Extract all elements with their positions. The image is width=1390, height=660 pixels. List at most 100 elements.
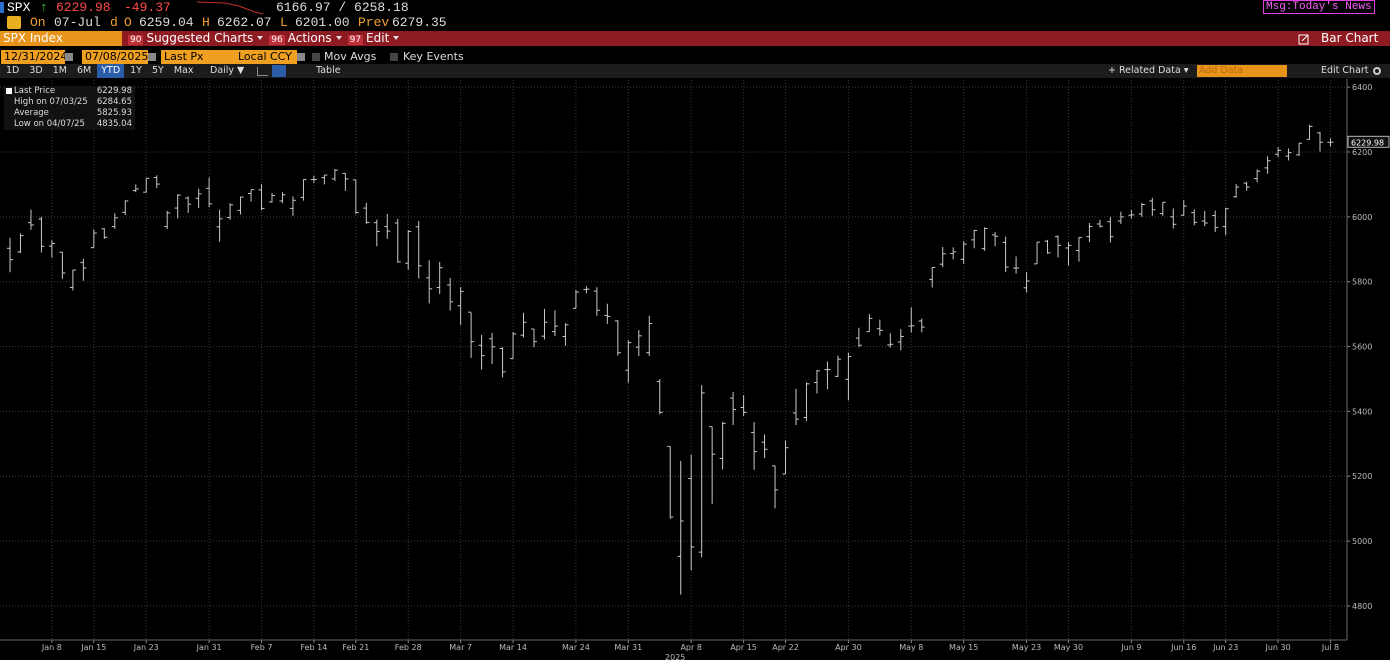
menu-code[interactable]: 90 <box>128 35 144 45</box>
chart-type-icon <box>1298 34 1309 45</box>
x-tick-label: Mar 7 <box>449 643 472 652</box>
edit-chart[interactable]: Edit Chart <box>1321 65 1369 76</box>
y-tick-label: 6400 <box>1352 83 1372 92</box>
x-tick-label: Feb 21 <box>342 643 369 652</box>
high-label: H <box>202 15 210 30</box>
menu-item[interactable]: Edit <box>366 31 390 45</box>
x-tick-label: Feb 7 <box>251 643 273 652</box>
menu-code[interactable]: 97 <box>347 35 364 45</box>
legend: Last Price 6229.98 High on 07/03/25 6284.65… <box>4 86 135 130</box>
related-data[interactable]: + Related Data ▾ <box>1108 65 1189 76</box>
legend-swatch <box>6 88 12 94</box>
x-tick-label: May 15 <box>949 643 978 652</box>
quote-bar: SPX ↑ 6229.98 -49.37 6166.97 / 6258.18 M… <box>0 0 1390 15</box>
legend-label: Low on 04/07/25 <box>14 119 85 129</box>
currency-select[interactable]: Local CCY <box>235 50 297 64</box>
ohlc-bar: On 07-Jul d O 6259.04 H 6262.07 L 6201.0… <box>0 15 1390 30</box>
alert-icon[interactable] <box>7 16 21 29</box>
legend-value: 6229.98 <box>96 86 132 96</box>
key-events[interactable]: Key Events <box>403 50 464 63</box>
checkbox[interactable] <box>312 53 320 61</box>
ticker-marker <box>0 2 4 13</box>
last-price: 6229.98 <box>56 0 111 15</box>
direction-arrow: ↑ <box>40 0 48 15</box>
open-value: 6259.04 <box>139 15 194 30</box>
checkbox[interactable] <box>390 53 398 61</box>
x-tick-label: Jun 16 <box>1170 643 1196 652</box>
x-tick-label: Feb 14 <box>300 643 327 652</box>
open-label: O <box>124 15 132 30</box>
menu-bar: SPX Index 90 Suggested Charts 96 Actions 97 E… <box>0 31 1390 46</box>
y-tick-label: 6000 <box>1352 213 1372 222</box>
x-tick-label: Jun 9 <box>1120 643 1141 652</box>
field-select[interactable]: Last Px <box>161 50 235 64</box>
x-tick-label: Feb 28 <box>395 643 422 652</box>
x-tick-label: Jan 23 <box>133 643 159 652</box>
calendar-icon[interactable] <box>65 53 73 61</box>
security-box[interactable]: SPX Index <box>0 31 122 46</box>
legend-label: High on 07/03/25 <box>14 97 88 107</box>
bar-icon[interactable] <box>272 65 286 77</box>
period-button[interactable]: 6M <box>76 65 92 76</box>
freq: d <box>110 15 118 30</box>
y-tick-label: 5000 <box>1352 537 1372 546</box>
end-date[interactable]: 07/08/2025 <box>82 50 148 64</box>
ohlc-date: 07-Jul <box>54 15 101 30</box>
x-tick-label: Jun 23 <box>1212 643 1238 652</box>
y-tick-label: 5800 <box>1352 278 1372 287</box>
legend-value: 5825.93 <box>96 108 132 118</box>
period-button[interactable]: 1M <box>52 65 67 76</box>
period-button[interactable]: 1D <box>6 65 20 76</box>
year-label: 2025 <box>665 653 685 660</box>
mov-avgs[interactable]: Mov Avgs <box>324 50 377 63</box>
line-icon[interactable] <box>257 67 268 76</box>
start-date[interactable]: 12/31/2024 <box>1 50 67 64</box>
legend-label: Last Price <box>14 86 56 96</box>
low-label: L <box>280 15 288 30</box>
message-button[interactable]: Msg:Today's News <box>1263 0 1375 14</box>
chart: 4800 5000 5200 5400 5600 5800 6000 6200 6400 Jan … <box>0 79 1390 660</box>
x-tick-label: Apr 30 <box>835 643 862 652</box>
menu-item[interactable]: Actions <box>287 31 332 45</box>
x-tick-label: Mar 31 <box>614 643 642 652</box>
x-tick-label: Jul 8 <box>1321 643 1339 652</box>
chart-type[interactable]: Bar Chart <box>1321 31 1379 45</box>
x-tick-label: Apr 15 <box>730 643 757 652</box>
high-value: 6262.07 <box>217 15 272 30</box>
day-range: 6166.97 / 6258.18 <box>276 0 409 15</box>
menu-code[interactable]: 96 <box>269 35 285 45</box>
add-data-input[interactable]: Add Data <box>1197 65 1287 77</box>
x-tick-label: May 23 <box>1012 643 1041 652</box>
y-tick-label: 5400 <box>1352 407 1372 416</box>
ticker: SPX <box>7 0 31 15</box>
period-button[interactable]: Max <box>173 65 194 76</box>
last-price-label: 6229.98 <box>1351 138 1384 147</box>
period-button[interactable]: 3D <box>29 65 43 76</box>
settings-icon[interactable] <box>1373 67 1381 75</box>
legend-value: 4835.04 <box>96 119 132 129</box>
period-button[interactable]: 5Y <box>152 65 164 76</box>
x-tick-label: Mar 14 <box>499 643 527 652</box>
prev-label: Prev <box>358 15 390 30</box>
x-tick-label: May 30 <box>1054 643 1083 652</box>
on-label: On <box>30 15 46 30</box>
caret <box>335 36 342 40</box>
dropdown-icon[interactable] <box>297 53 305 61</box>
x-tick-label: Jan 15 <box>80 643 106 652</box>
last-price-box <box>1347 135 1390 148</box>
legend-row: Low on 04/07/25 4835.04 <box>4 119 135 130</box>
legend-row: Last Price 6229.98 <box>4 86 135 97</box>
table-button[interactable]: Table <box>316 65 341 76</box>
periodicity[interactable]: Daily ▼ <box>210 65 245 76</box>
calendar-icon[interactable] <box>148 53 156 61</box>
periods: 1D 3D 1M 6M YTD 1Y 5Y Max <box>2 64 200 78</box>
period-button[interactable]: 1Y <box>130 65 142 76</box>
legend-row: Average 5825.93 <box>4 108 135 119</box>
x-tick-label: Apr 22 <box>772 643 799 652</box>
legend-row: High on 07/03/25 6284.65 <box>4 97 135 108</box>
controls-bar: 12/31/2024 07/08/2025 Last Px Local CCY … <box>0 50 1390 64</box>
menu-item[interactable]: Suggested Charts <box>146 31 254 45</box>
period-button[interactable]: YTD <box>97 64 125 78</box>
sparkline <box>196 1 264 15</box>
